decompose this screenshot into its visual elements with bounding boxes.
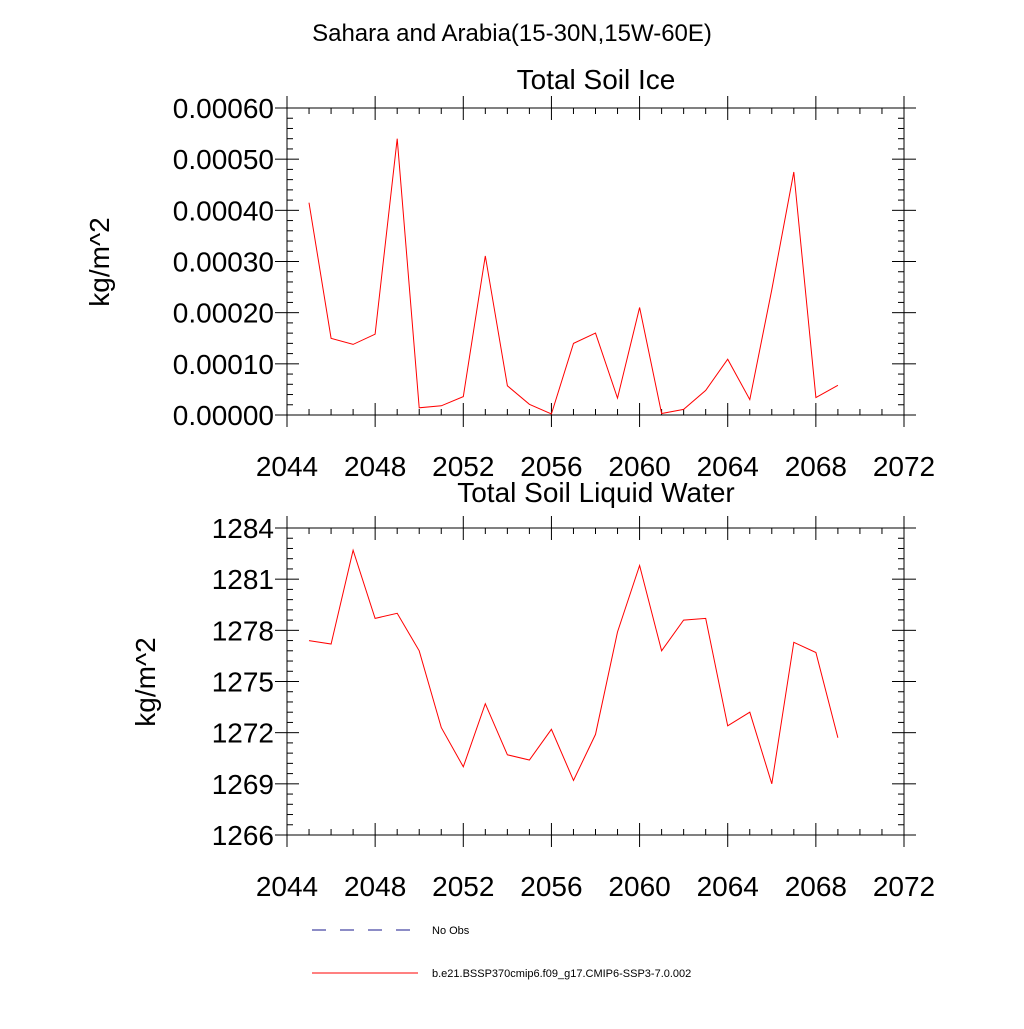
x-tick-label: 2056 <box>520 871 582 902</box>
plot-frame <box>286 107 905 416</box>
y-tick-label: 1266 <box>212 820 274 851</box>
figure-suptitle: Sahara and Arabia(15-30N,15W-60E) <box>312 20 712 47</box>
y-axis-label: kg/m^2 <box>130 637 161 726</box>
legend: No Obs b.e21.BSSP370cmip6.f09_g17.CMIP6-… <box>312 925 691 980</box>
y-axis-label: kg/m^2 <box>84 217 115 306</box>
y-tick-label: 1284 <box>212 513 274 544</box>
y-tick-label: 1269 <box>212 769 274 800</box>
panel-total-soil-ice: Total Soil Ice kg/m^2 2044 2048 2052 2056 20… <box>84 64 935 482</box>
x-tick-label: 2068 <box>785 871 847 902</box>
x-tick-label: 2072 <box>873 451 935 482</box>
legend-label-model: b.e21.BSSP370cmip6.f09_g17.CMIP6-SSP3-7.… <box>432 968 691 980</box>
y-tick-label: 1281 <box>212 564 274 595</box>
y-tick-label: 1272 <box>212 718 274 749</box>
x-tick-label: 2060 <box>608 451 670 482</box>
x-tick-label: 2068 <box>785 451 847 482</box>
panel-total-soil-liquid-water: Total Soil Liquid Water kg/m^2 2044 2048 2… <box>130 477 935 902</box>
legend-label-no-obs: No Obs <box>432 925 470 937</box>
y-tick-label: 0.00030 <box>173 247 274 278</box>
y-tick-label: 0.00000 <box>173 400 274 431</box>
y-tick-label: 1278 <box>212 615 274 646</box>
y-tick-label: 1275 <box>212 667 274 698</box>
panel-title: Total Soil Ice <box>517 64 676 95</box>
plot-frame <box>286 527 905 836</box>
y-tick-label: 0.00040 <box>173 195 274 226</box>
series-line <box>308 138 839 415</box>
x-tick-label: 2056 <box>520 451 582 482</box>
panel-title: Total Soil Liquid Water <box>457 477 735 508</box>
x-tick-label: 2048 <box>344 871 406 902</box>
y-tick-label: 0.00060 <box>173 93 274 124</box>
y-tick-label: 0.00050 <box>173 144 274 175</box>
y-tick-label: 0.00020 <box>173 298 274 329</box>
x-tick-label: 2064 <box>697 451 759 482</box>
x-tick-label: 2052 <box>432 871 494 902</box>
series-line <box>308 548 839 784</box>
x-tick-label: 2064 <box>697 871 759 902</box>
x-tick-label: 2052 <box>432 451 494 482</box>
y-tick-label: 0.00010 <box>173 349 274 380</box>
x-tick-label: 2044 <box>256 871 318 902</box>
x-tick-label: 2044 <box>256 451 318 482</box>
x-tick-label: 2072 <box>873 871 935 902</box>
x-tick-label: 2060 <box>608 871 670 902</box>
x-tick-label: 2048 <box>344 451 406 482</box>
